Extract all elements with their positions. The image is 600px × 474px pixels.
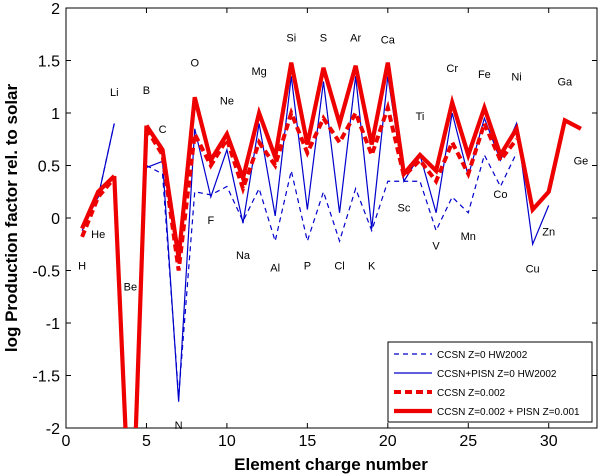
legend: CCSN Z=0 HW2002 CCSN+PISN Z=0 HW2002 CCSN … bbox=[387, 341, 593, 423]
series-group bbox=[80, 62, 582, 428]
element-label: O bbox=[190, 58, 199, 70]
element-label: Cr bbox=[446, 63, 458, 75]
element-label: Ni bbox=[511, 71, 521, 83]
x-axis-label: Element charge number bbox=[234, 455, 428, 474]
x-tick-label: 10 bbox=[218, 433, 236, 450]
element-label: S bbox=[320, 32, 327, 44]
series-line-4 bbox=[144, 62, 582, 259]
element-label: K bbox=[368, 260, 376, 272]
element-label: Mg bbox=[251, 66, 266, 78]
x-tick-label: 30 bbox=[540, 433, 558, 450]
element-label: H bbox=[78, 260, 86, 272]
element-label: Cl bbox=[334, 260, 344, 272]
element-labels: H He Li Be B C N O F Ne Na Mg Al Si P S Cl Ar K Ca Sc Ti V Cr Mn… bbox=[78, 32, 588, 431]
element-label: Cu bbox=[526, 263, 540, 275]
y-tick-label: -1.5 bbox=[32, 369, 60, 386]
element-label: V bbox=[432, 240, 440, 252]
legend-entry: CCSN Z=0.002 + PISN Z=0.001 bbox=[437, 407, 580, 418]
off-scale-drop bbox=[133, 125, 149, 428]
element-label: B bbox=[143, 85, 150, 97]
y-tick-label: -1 bbox=[46, 316, 60, 333]
y-tick-label: 1.5 bbox=[38, 54, 60, 71]
y-tick-label: -2 bbox=[46, 421, 60, 438]
element-label: N bbox=[175, 420, 183, 432]
x-tick-label: 0 bbox=[62, 433, 71, 450]
element-label: Ga bbox=[557, 77, 573, 89]
axis-ticks: 0 5 10 15 20 25 30 -2 -1.5 -1 -0.5 0 0.5 1 1.5 2 bbox=[32, 1, 597, 450]
element-label: Ar bbox=[350, 32, 361, 44]
legend-entry: CCSN Z=0.002 bbox=[437, 388, 506, 399]
element-label: Na bbox=[236, 250, 251, 262]
legend-entry: CCSN+PISN Z=0 HW2002 bbox=[437, 369, 557, 380]
element-label: F bbox=[207, 215, 214, 227]
y-axis-label: log Production factor rel. to solar bbox=[2, 83, 21, 352]
x-tick-label: 5 bbox=[142, 433, 151, 450]
y-tick-label: 0.5 bbox=[38, 159, 60, 176]
off-scale-drop bbox=[112, 175, 128, 428]
y-tick-label: 2 bbox=[51, 1, 60, 18]
series-line-1 bbox=[146, 152, 518, 397]
x-tick-label: 15 bbox=[298, 433, 316, 450]
element-label: C bbox=[159, 124, 167, 136]
element-label: Al bbox=[270, 262, 280, 274]
element-label: Ge bbox=[574, 155, 589, 167]
y-tick-label: -0.5 bbox=[32, 264, 60, 281]
element-label: Zn bbox=[542, 227, 555, 239]
element-label: Ca bbox=[381, 35, 396, 47]
element-label: Sc bbox=[397, 203, 410, 215]
element-label: Fe bbox=[478, 69, 491, 81]
x-tick-label: 25 bbox=[459, 433, 477, 450]
x-tick-label: 20 bbox=[379, 433, 397, 450]
element-label: Be bbox=[124, 281, 137, 293]
element-label: Si bbox=[286, 32, 296, 44]
series-line-4 bbox=[80, 174, 116, 230]
legend-entry: CCSN Z=0 HW2002 bbox=[437, 350, 528, 361]
element-label: Ne bbox=[220, 95, 234, 107]
y-tick-label: 0 bbox=[51, 211, 60, 228]
element-label: Li bbox=[110, 87, 119, 99]
element-label: He bbox=[91, 229, 105, 241]
element-label: P bbox=[304, 260, 311, 272]
y-tick-label: 1 bbox=[51, 106, 60, 123]
element-label: Co bbox=[493, 189, 507, 201]
legend-box bbox=[387, 341, 593, 423]
element-label: Ti bbox=[416, 111, 425, 123]
series-line-3 bbox=[80, 176, 116, 238]
series-line-3 bbox=[144, 100, 519, 271]
element-label: Mn bbox=[461, 231, 476, 243]
